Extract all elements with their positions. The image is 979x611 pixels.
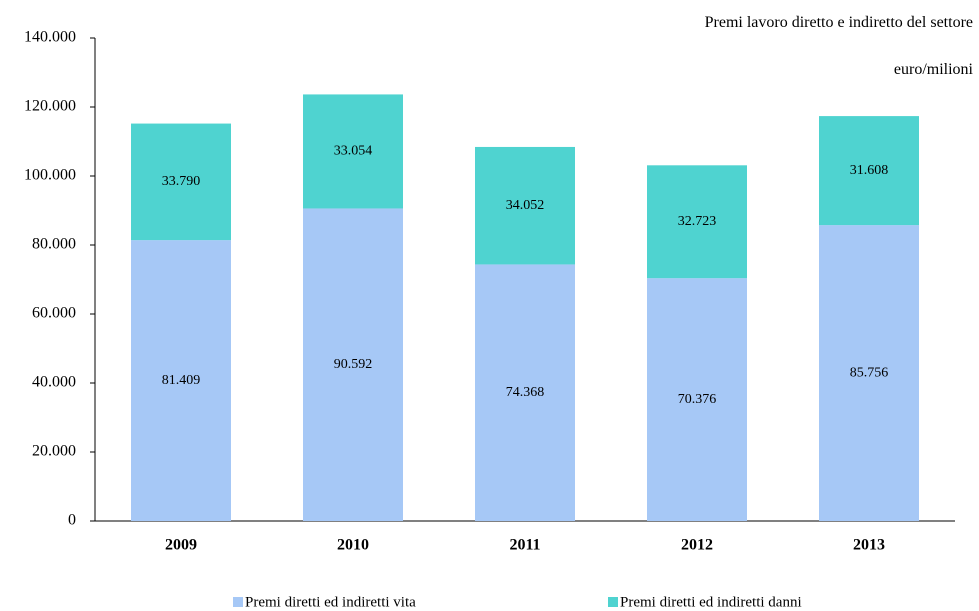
x-tick-label: 2011 xyxy=(509,537,540,554)
data-label: 74.368 xyxy=(506,385,545,400)
data-label: 33.790 xyxy=(162,174,201,189)
bar-segment xyxy=(475,146,575,265)
data-label: 90.592 xyxy=(334,357,373,372)
legend-label: Premi diretti ed indiretti danni xyxy=(620,594,802,610)
data-label: 34.052 xyxy=(506,198,545,213)
bar-segment xyxy=(131,123,231,241)
data-label: 31.608 xyxy=(850,163,889,178)
bar-segment xyxy=(647,278,747,521)
data-label: 32.723 xyxy=(678,214,717,229)
bar-segment xyxy=(131,240,231,521)
data-label: 70.376 xyxy=(678,392,717,407)
bar-segment xyxy=(819,225,919,522)
chart-subtitle: euro/milioni xyxy=(893,61,973,78)
bar-segment xyxy=(647,165,747,279)
x-tick-label: 2010 xyxy=(337,537,369,554)
data-label: 85.756 xyxy=(850,365,889,380)
x-tick-label: 2009 xyxy=(165,537,197,554)
data-label: 33.054 xyxy=(334,144,373,159)
y-tick-label: 80.000 xyxy=(32,236,76,253)
bar-segment xyxy=(303,94,403,209)
legend-swatch xyxy=(233,597,243,607)
y-tick-label: 0 xyxy=(68,512,76,529)
x-tick-label: 2012 xyxy=(681,537,713,554)
legend-label: Premi diretti ed indiretti vita xyxy=(245,594,416,610)
legend-swatch xyxy=(608,597,618,607)
y-tick-label: 20.000 xyxy=(32,443,76,460)
chart-title: Premi lavoro diretto e indiretto del set… xyxy=(704,14,973,31)
bar-segment xyxy=(819,116,919,226)
y-tick-label: 120.000 xyxy=(24,98,76,115)
y-tick-label: 140.000 xyxy=(24,29,76,46)
y-tick-label: 60.000 xyxy=(32,305,76,322)
y-tick-label: 40.000 xyxy=(32,374,76,391)
bar-segment xyxy=(303,208,403,522)
x-tick-label: 2013 xyxy=(853,537,885,554)
data-label: 81.409 xyxy=(162,373,201,388)
y-tick-label: 100.000 xyxy=(24,167,76,184)
bar-segment xyxy=(475,264,575,521)
